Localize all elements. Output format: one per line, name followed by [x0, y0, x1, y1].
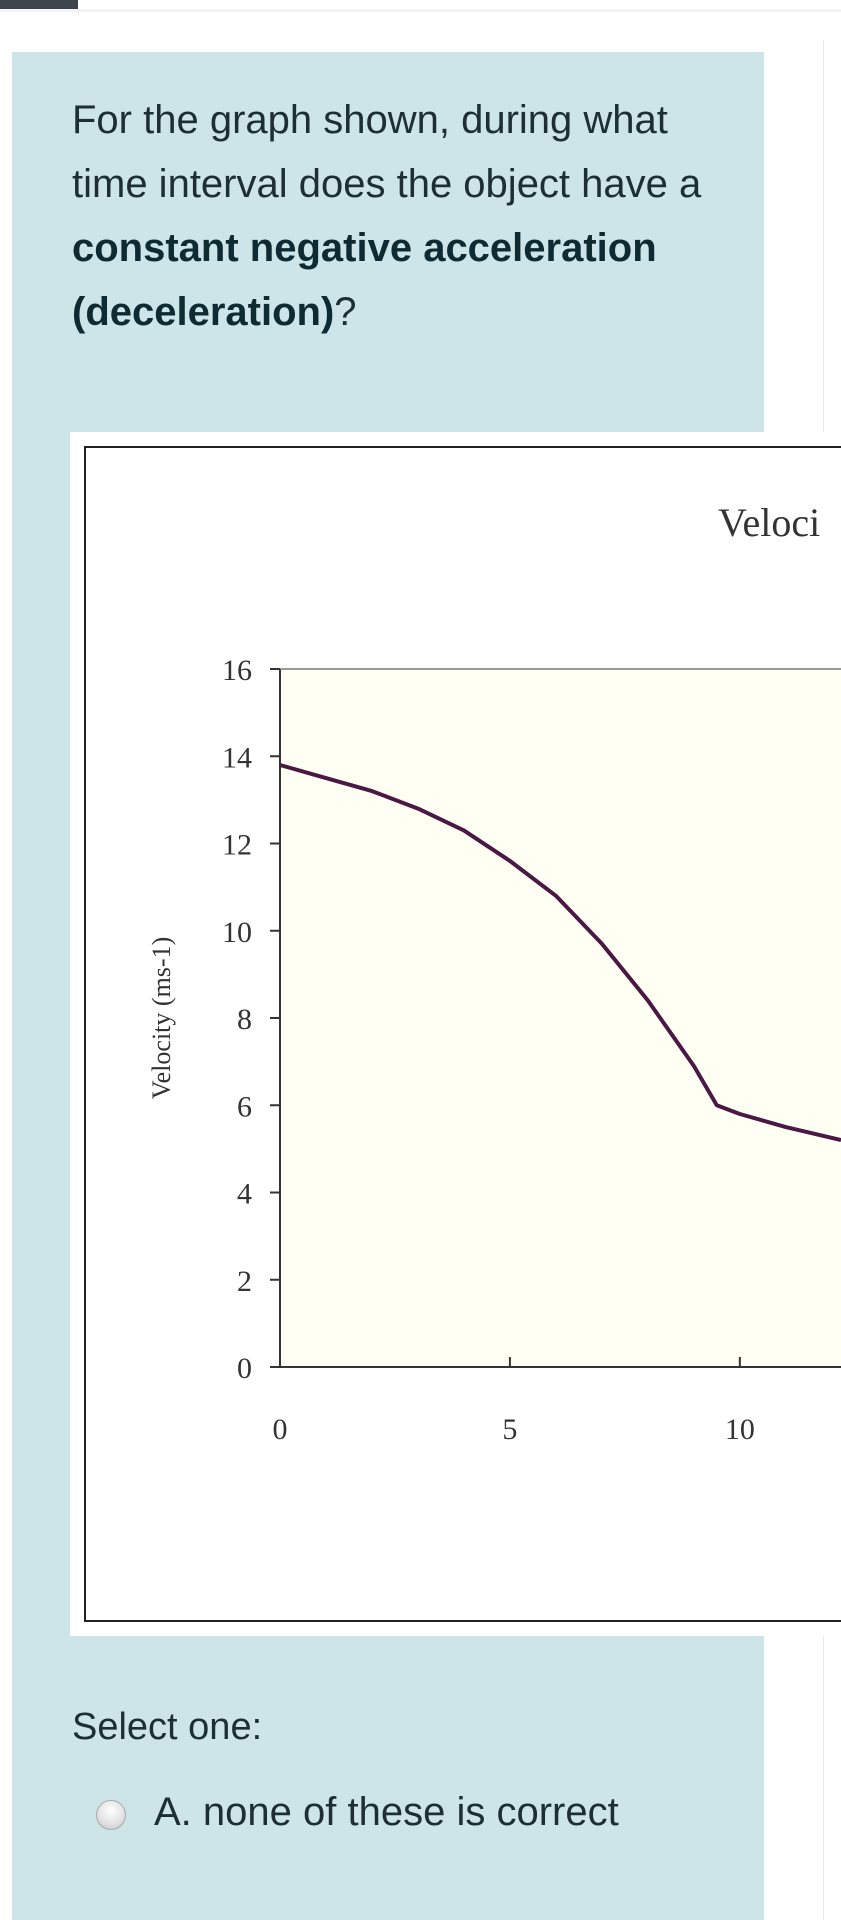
y-axis-label: Velocity (ms-1)	[147, 937, 176, 1099]
y-tick-label: 10	[222, 916, 252, 949]
velocity-graph-figure: Veloci Velocity (ms-1) 0 2 4 6 8 10 12 14 16 0 5 1…	[70, 432, 841, 1636]
y-tick-label: 2	[237, 1265, 252, 1298]
option-a-text[interactable]: A. none of these is correct	[154, 1790, 619, 1834]
y-tick-label: 16	[222, 654, 252, 687]
x-tick-label: 0	[273, 1413, 288, 1446]
y-tick-label: 0	[237, 1352, 252, 1385]
velocity-series-line	[279, 763, 841, 1143]
velocity-chart: Veloci Velocity (ms-1) 0 2 4 6 8 10 12 14 16 0 5 1…	[84, 446, 841, 1622]
question-text-part-1: For the graph shown, during what time in…	[72, 98, 702, 206]
question-text: For the graph shown, during what time in…	[72, 88, 712, 344]
chart-title: Veloci	[718, 500, 820, 545]
option-a-radio[interactable]	[96, 1800, 126, 1830]
y-tick-label: 4	[237, 1178, 252, 1211]
header-tab	[0, 0, 78, 9]
question-text-part-2: ?	[334, 290, 357, 334]
y-tick-label: 14	[222, 741, 252, 774]
top-strip	[0, 0, 841, 12]
y-tick-label: 12	[222, 829, 252, 862]
y-axis-ticks: 0 2 4 6 8 10 12 14 16	[222, 654, 280, 1385]
y-tick-label: 8	[237, 1003, 252, 1036]
question-emphasis: constant negative acceleration (decelera…	[72, 226, 657, 334]
y-tick-label: 6	[237, 1090, 252, 1123]
plot-area	[280, 669, 841, 1367]
x-tick-label: 10	[725, 1413, 755, 1446]
x-tick-label: 5	[502, 1413, 517, 1446]
header-bar	[78, 0, 841, 9]
select-one-label: Select one:	[72, 1706, 263, 1748]
